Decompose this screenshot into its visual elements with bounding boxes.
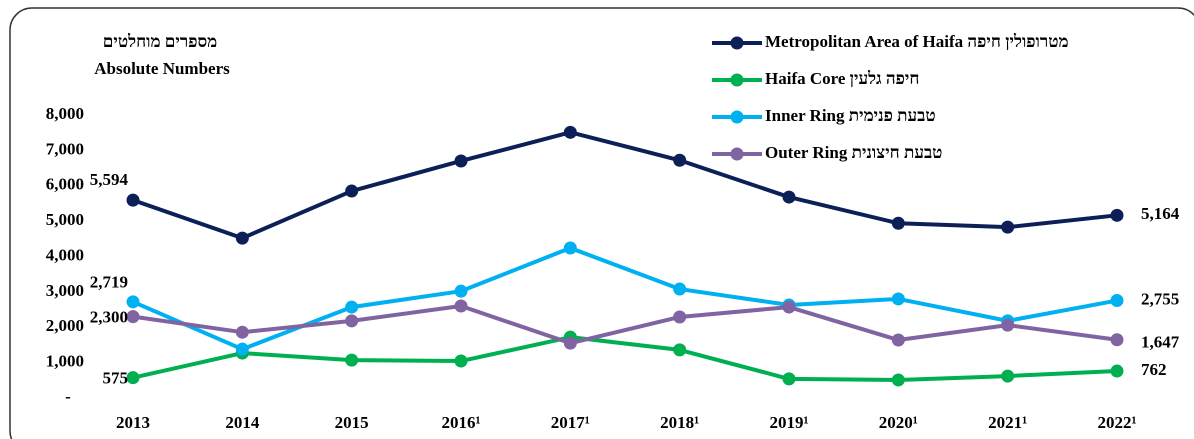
x-tick-label: 2021¹ [988, 413, 1027, 432]
legend-label: Inner Ring טבעת פנימית [765, 106, 936, 125]
x-tick-label: 2015 [335, 413, 369, 432]
point [235, 231, 249, 245]
point [891, 373, 905, 387]
legend-marker [730, 110, 744, 124]
y-tick-label: 2,000 [46, 316, 84, 335]
point [1110, 333, 1124, 347]
point [1110, 294, 1124, 308]
point [673, 153, 687, 167]
y-tick-label: 7,000 [46, 139, 84, 158]
point [673, 310, 687, 324]
x-tick-label: 2018¹ [660, 413, 699, 432]
data-label: 2,300 [90, 308, 128, 327]
point [782, 190, 796, 204]
x-tick-label: 2013 [116, 413, 150, 432]
point [1110, 364, 1124, 378]
x-tick-label: 2022¹ [1097, 413, 1136, 432]
point [126, 193, 140, 207]
data-label: 2,719 [90, 273, 128, 292]
point [1001, 220, 1015, 234]
point [891, 216, 905, 230]
series-line [132, 304, 1118, 346]
y-tick-label: 8,000 [46, 104, 84, 123]
point [891, 292, 905, 306]
point [126, 295, 140, 309]
data-label: 1,647 [1141, 333, 1180, 352]
point [345, 300, 359, 314]
data-label: 2,755 [1141, 289, 1179, 308]
series-line [132, 246, 1118, 352]
point [235, 342, 249, 356]
x-tick-label: 2016¹ [441, 413, 480, 432]
y-axis-title: מספרים מוחלטים [103, 32, 217, 51]
y-tick-label: 3,000 [46, 281, 84, 300]
point [782, 300, 796, 314]
point [345, 314, 359, 328]
point [673, 343, 687, 357]
x-tick-label: 2019¹ [769, 413, 808, 432]
data-label: 575 [103, 369, 129, 388]
series-line [132, 130, 1118, 241]
y-tick-label: 4,000 [46, 245, 84, 264]
point [454, 354, 468, 368]
data-label: 762 [1141, 360, 1167, 379]
series-line [132, 335, 1118, 382]
point [454, 154, 468, 168]
y-tick-label: 6,000 [46, 175, 84, 194]
y-tick-label: - [65, 387, 71, 406]
x-tick-label: 2020¹ [879, 413, 918, 432]
y-tick-label: 5,000 [46, 210, 84, 229]
point [563, 241, 577, 255]
data-label: 5,164 [1141, 204, 1180, 223]
point [235, 325, 249, 339]
legend-label: Haifa Core חיפה גלעין [765, 69, 919, 88]
point [1110, 208, 1124, 222]
legend-marker [730, 36, 744, 50]
y-axis-title: Absolute Numbers [94, 59, 230, 78]
point [454, 284, 468, 298]
frame [9, 7, 1194, 439]
data-label: 5,594 [90, 170, 129, 189]
x-tick-label: 2017¹ [551, 413, 590, 432]
x-tick-label: 2014 [225, 413, 260, 432]
point [1001, 369, 1015, 383]
point [782, 372, 796, 386]
point [126, 371, 140, 385]
point [345, 184, 359, 198]
legend-marker [730, 147, 744, 161]
point [673, 282, 687, 296]
point [345, 353, 359, 367]
legend-label: Metropolitan Area of Haifa מטרופולין חיפ… [765, 32, 1069, 51]
point [563, 125, 577, 139]
point [454, 299, 468, 313]
point [126, 310, 140, 324]
y-tick-label: 1,000 [46, 352, 84, 371]
point [563, 336, 577, 350]
legend-label: Outer Ring טבעת חיצונית [765, 143, 942, 162]
point [1001, 318, 1015, 332]
point [891, 333, 905, 347]
legend-marker [730, 73, 744, 87]
